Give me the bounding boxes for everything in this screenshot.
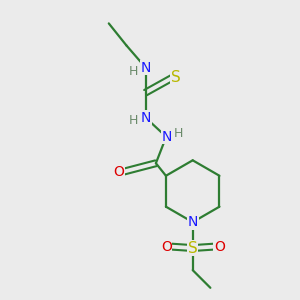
Text: N: N: [141, 61, 152, 75]
Text: O: O: [214, 240, 225, 254]
Text: N: N: [188, 215, 198, 229]
Text: H: H: [128, 114, 138, 127]
Text: H: H: [174, 127, 183, 140]
Text: O: O: [113, 165, 124, 179]
Text: H: H: [128, 64, 138, 78]
Text: N: N: [162, 130, 172, 144]
Text: O: O: [161, 240, 172, 254]
Text: S: S: [188, 241, 198, 256]
Text: N: N: [141, 111, 152, 124]
Text: S: S: [171, 70, 181, 86]
